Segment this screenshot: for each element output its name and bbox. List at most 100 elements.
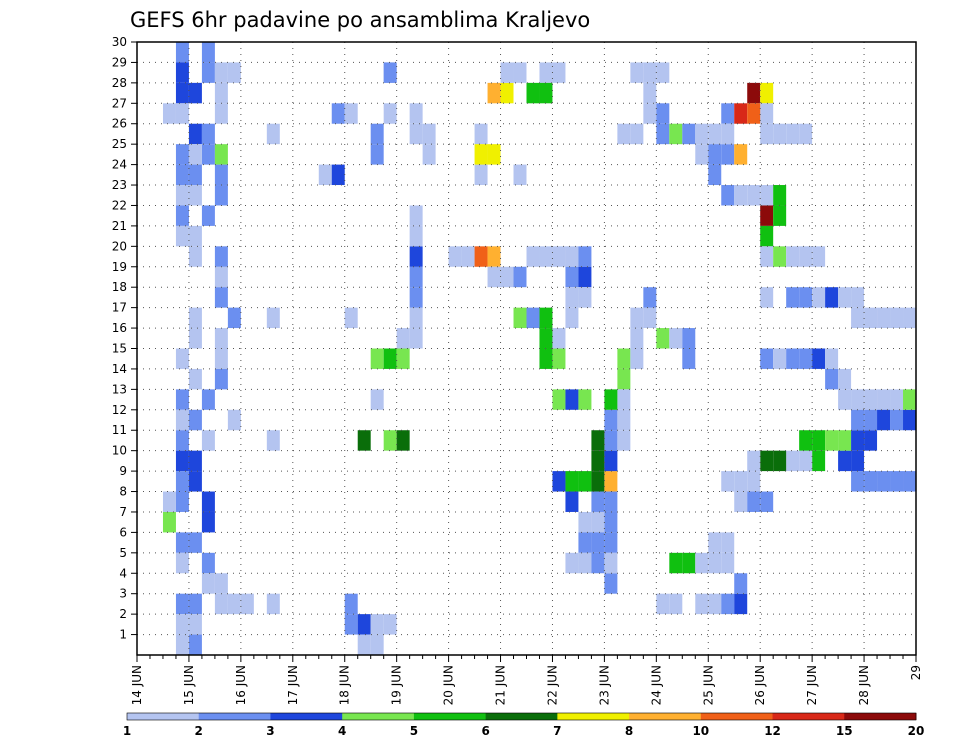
heatmap-cell <box>552 328 566 349</box>
heatmap-cell <box>760 225 774 247</box>
heatmap-cell <box>383 430 397 451</box>
heatmap-cell <box>214 82 228 104</box>
heatmap-cell <box>214 348 228 369</box>
heatmap-cell <box>643 307 657 329</box>
colorbar-label: 8 <box>625 724 633 738</box>
x-axis-ticks: 14 JUN 15 JUN 16 JUN 17 JUN 18 JUN 19 JUN 20 J… <box>130 655 923 705</box>
heatmap-cell <box>201 123 215 145</box>
heatmap-cell <box>825 368 839 390</box>
heatmap-cell <box>175 62 189 83</box>
heatmap-cell <box>565 491 579 512</box>
heatmap-cell <box>773 185 787 206</box>
heatmap-cell <box>656 62 670 83</box>
heatmap-cell <box>760 450 774 472</box>
colorbar-label: 12 <box>764 724 781 738</box>
heatmap-cell <box>357 614 371 635</box>
colorbar-swatch <box>557 713 630 720</box>
heatmap-cell <box>214 328 228 349</box>
heatmap-cell <box>370 348 384 369</box>
heatmap-cell <box>786 450 800 472</box>
heatmap-cell <box>617 409 631 431</box>
y-tick-label: 30 <box>112 35 127 49</box>
heatmap-cell <box>175 205 189 226</box>
heatmap-cell <box>747 185 761 206</box>
heatmap-cell <box>812 246 826 267</box>
y-tick-label: 24 <box>112 158 127 172</box>
heatmap-cell <box>825 287 839 308</box>
heatmap-cell <box>565 246 579 267</box>
heatmap-cell <box>591 471 605 492</box>
y-tick-label: 12 <box>112 403 127 417</box>
heatmap-cell <box>188 307 202 329</box>
heatmap-cell <box>695 593 709 615</box>
heatmap-cell <box>487 144 501 165</box>
heatmap-cell <box>851 471 865 492</box>
heatmap-cell <box>344 614 358 635</box>
heatmap-cell <box>695 552 709 574</box>
heatmap-cell <box>760 82 774 104</box>
y-tick-label: 14 <box>112 362 127 376</box>
heatmap-cell <box>747 103 761 124</box>
heatmap-cell <box>721 532 735 553</box>
heatmap-cell <box>409 123 423 145</box>
heatmap-cell <box>604 573 618 594</box>
heatmap-cell <box>175 103 189 124</box>
heatmap-cell <box>318 164 332 186</box>
heatmap-cell <box>214 287 228 308</box>
heatmap-cell <box>773 348 787 369</box>
heatmap-cell <box>565 552 579 574</box>
x-tick-label: 28 JUN <box>857 665 871 705</box>
heatmap-cell <box>214 266 228 288</box>
heatmap-cell <box>526 246 540 267</box>
heatmap-cell <box>539 246 553 267</box>
heatmap-cell <box>331 164 345 186</box>
colorbar-swatch <box>844 713 917 720</box>
colorbar-label: 4 <box>338 724 346 738</box>
heatmap-cell <box>539 328 553 349</box>
heatmap-cell <box>474 144 488 165</box>
colorbar-legend: 1 2 3 4 5 6 7 8 10 12 15 20 <box>123 712 925 738</box>
heatmap-cell <box>422 123 436 145</box>
heatmap-cell <box>721 185 735 206</box>
colorbar-label: 10 <box>692 724 709 738</box>
heatmap-cell <box>669 593 683 615</box>
heatmap-cell <box>552 389 566 410</box>
heatmap-cell <box>227 409 241 431</box>
heatmap-cell <box>526 307 540 329</box>
heatmap-cell <box>604 471 618 492</box>
heatmap-cell <box>175 348 189 369</box>
heatmap-cell <box>188 471 202 492</box>
heatmap-cell <box>760 348 774 369</box>
heatmap-cell <box>786 348 800 369</box>
heatmap-cell <box>201 552 215 574</box>
heatmap-cell <box>175 471 189 492</box>
heatmap-cell <box>513 164 527 186</box>
heatmap-cell <box>526 82 540 104</box>
heatmap-cell <box>214 573 228 594</box>
colorbar-frame <box>126 712 917 721</box>
y-tick-label: 13 <box>112 382 127 396</box>
heatmap-cell <box>188 225 202 247</box>
heatmap-cell <box>682 552 696 574</box>
heatmap-cell <box>175 82 189 104</box>
heatmap-cell <box>721 552 735 574</box>
colorbar-label: 5 <box>410 724 418 738</box>
heatmap-cell <box>201 42 215 63</box>
colorbar-swatch <box>270 713 343 720</box>
heatmap-cell <box>175 409 189 431</box>
heatmap-cell <box>864 409 878 431</box>
y-tick-label: 10 <box>112 444 127 458</box>
heatmap-cell <box>370 123 384 145</box>
heatmap-cell <box>409 287 423 308</box>
heatmap-cell <box>812 430 826 451</box>
heatmap-cell <box>578 246 592 267</box>
heatmap-cell <box>864 389 878 410</box>
colorbar-label: 20 <box>908 724 925 738</box>
heatmap-cell <box>799 287 813 308</box>
heatmap-cell <box>487 82 501 104</box>
y-tick-label: 27 <box>112 96 127 110</box>
heatmap-cell <box>838 368 852 390</box>
y-axis-ticks: 1234567891011121314151617181920212223242… <box>112 35 137 642</box>
y-tick-label: 2 <box>119 607 127 621</box>
heatmap-cell <box>591 491 605 512</box>
